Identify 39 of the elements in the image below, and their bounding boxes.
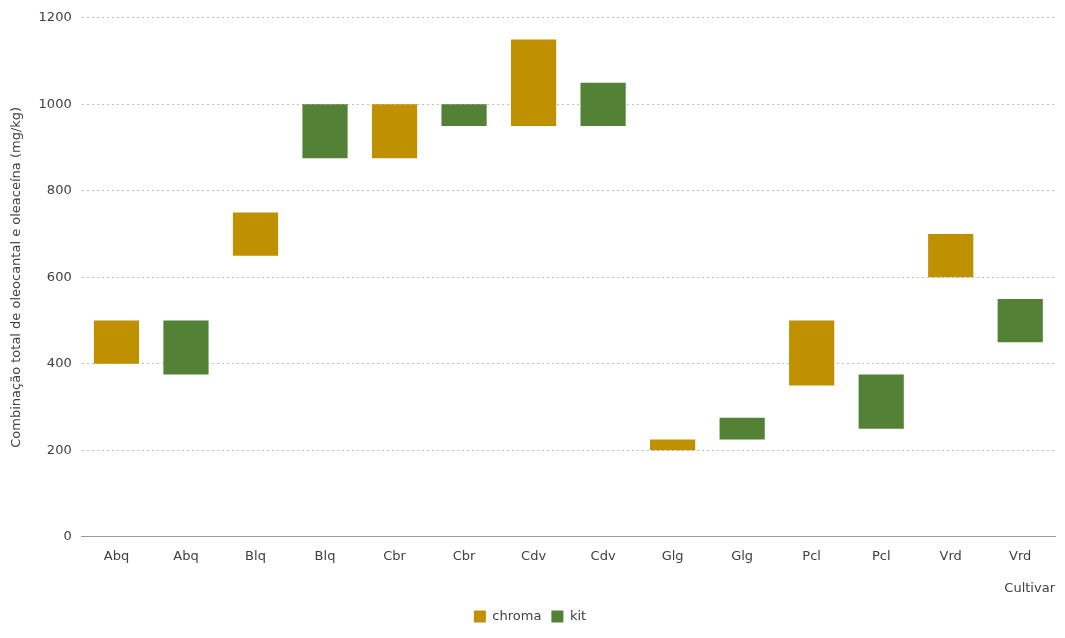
y-tick-label: 600	[46, 268, 72, 284]
x-tick-label: Blq	[245, 547, 266, 563]
bar	[302, 104, 348, 159]
y-tick-label: 1200	[38, 9, 72, 25]
x-tick-label: Abq	[103, 547, 130, 563]
x-tick-label: Blq	[314, 547, 336, 563]
y-tick-label: 200	[46, 441, 72, 457]
x-tick-label: Cbr	[383, 547, 407, 563]
x-tick-label: Cbr	[452, 547, 477, 563]
x-tick-label: Glg	[661, 547, 684, 563]
bar	[441, 104, 487, 126]
legend-label: chroma	[492, 607, 542, 623]
bar	[858, 374, 904, 429]
bar	[719, 417, 765, 440]
bar	[928, 234, 974, 278]
x-tick-label: Pcl	[871, 547, 891, 563]
x-tick-label: Pcl	[802, 547, 821, 563]
x-tick-label: Glg	[731, 547, 754, 563]
bar	[650, 439, 696, 451]
x-axis-title: Cultivar	[1004, 579, 1056, 595]
bar	[510, 39, 557, 126]
bar	[232, 212, 279, 256]
y-tick-label: 400	[46, 355, 72, 371]
bar	[371, 104, 418, 159]
y-tick-label: 1000	[38, 95, 72, 111]
y-axis-title: Combinação total de oleocantal e oleaceína (mg/kg)	[8, 106, 24, 448]
x-tick-label: Cdv	[590, 547, 616, 563]
x-tick-label: Vrd	[1009, 547, 1032, 563]
x-tick-label: Cdv	[521, 547, 547, 563]
bar	[580, 82, 626, 126]
x-tick-label: Vrd	[939, 547, 962, 563]
y-tick-label: 800	[46, 182, 72, 198]
bar	[93, 320, 140, 364]
bar	[789, 320, 835, 386]
x-tick-label: Abq	[173, 547, 199, 563]
bar	[997, 298, 1043, 343]
legend-label: kit	[569, 607, 587, 623]
y-tick-label: 0	[63, 528, 72, 544]
bar	[163, 320, 209, 375]
